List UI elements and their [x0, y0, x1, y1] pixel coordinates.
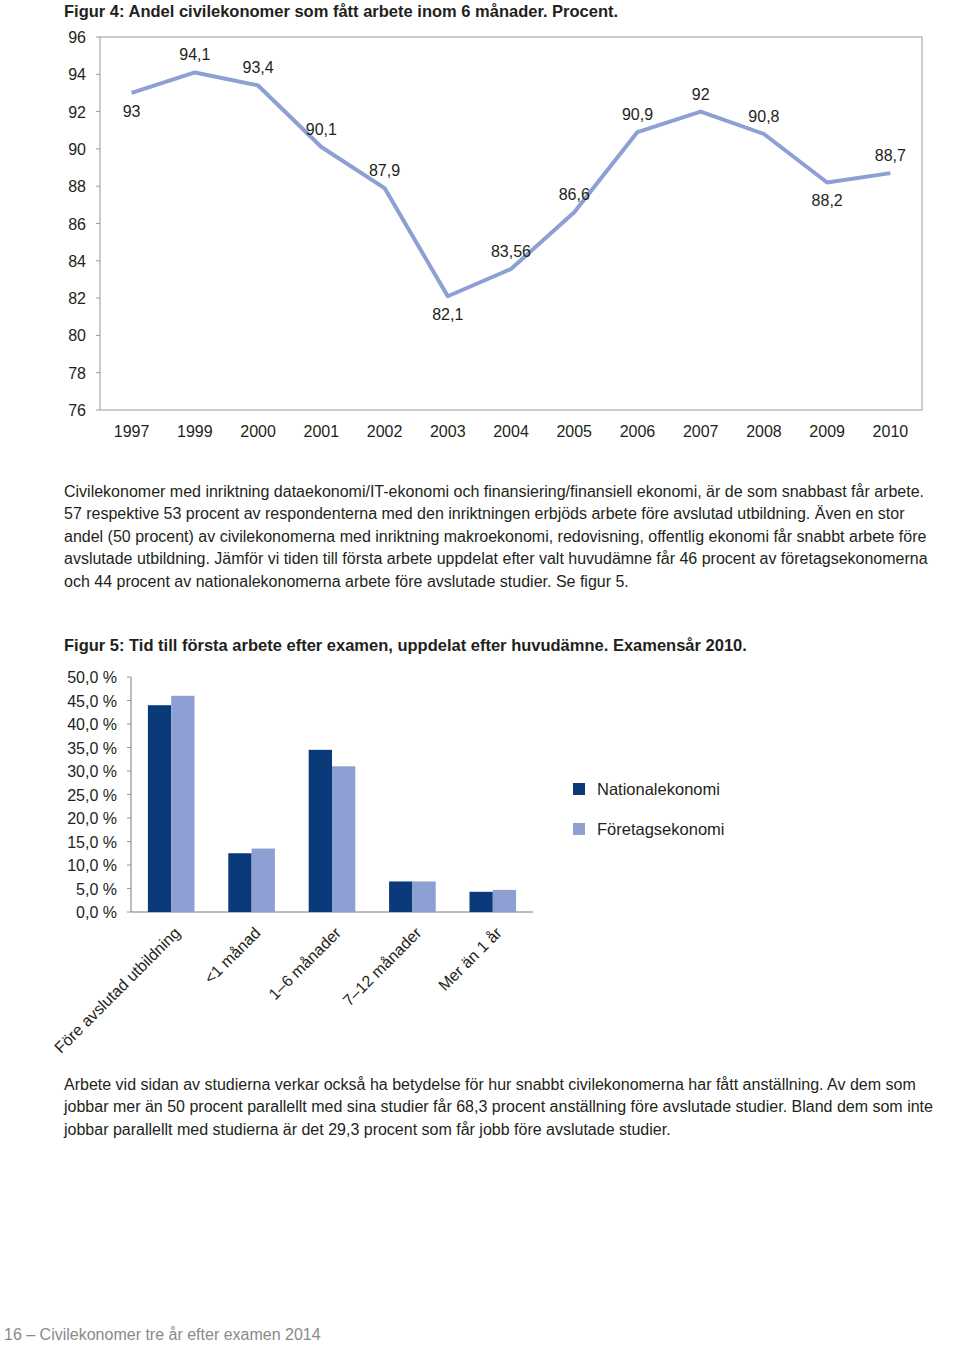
- y-tick: [96, 410, 100, 411]
- y-tick-label: 90: [68, 141, 86, 158]
- y-tick: [127, 818, 131, 819]
- y-tick: [96, 260, 100, 261]
- x-tick-label: 7–12 månader: [340, 924, 425, 1009]
- data-label: 83,56: [491, 243, 531, 260]
- y-tick-label: 5,0 %: [76, 881, 117, 898]
- x-tick-label: 2001: [304, 423, 340, 440]
- x-tick-label: 2005: [556, 423, 592, 440]
- plot-frame: [100, 37, 922, 410]
- y-tick: [127, 724, 131, 725]
- x-tick-label: 1997: [114, 423, 150, 440]
- line: [132, 72, 891, 296]
- data-label: 88,7: [875, 147, 906, 164]
- data-label: 90,9: [622, 106, 653, 123]
- bar: [412, 881, 435, 912]
- legend-swatch: [573, 823, 585, 835]
- y-tick: [127, 865, 131, 866]
- y-tick-label: 45,0 %: [67, 693, 117, 710]
- legend-label: Företagsekonomi: [597, 820, 724, 838]
- marks: [148, 696, 516, 912]
- y-tick-label: 84: [68, 253, 86, 270]
- y-tick-label: 35,0 %: [67, 740, 117, 757]
- legend-swatch: [573, 783, 585, 795]
- y-tick: [96, 111, 100, 112]
- x-tick-label: 2002: [367, 423, 403, 440]
- data-label: 93: [123, 103, 141, 120]
- y-tick: [127, 677, 131, 678]
- x-tick-label: 2009: [809, 423, 845, 440]
- bar: [252, 849, 275, 912]
- x-tick-label: 2004: [493, 423, 529, 440]
- y-tick: [96, 372, 100, 373]
- x-tick-label: Mer än 1 år: [435, 924, 505, 994]
- y-tick-label: 94: [68, 66, 86, 83]
- x-tick-label: 2007: [683, 423, 719, 440]
- bar: [493, 890, 516, 912]
- data-label: 82,1: [432, 306, 463, 323]
- y-tick: [127, 747, 131, 748]
- y-tick-label: 96: [68, 29, 86, 46]
- bar: [332, 766, 355, 912]
- y-tick-label: 86: [68, 216, 86, 233]
- y-tick-label: 25,0 %: [67, 787, 117, 804]
- bar: [148, 705, 171, 912]
- bar: [389, 881, 412, 912]
- data-label: 93,4: [243, 59, 274, 76]
- data-label: 87,9: [369, 162, 400, 179]
- y-tick: [96, 186, 100, 187]
- data-label: 86,6: [559, 186, 590, 203]
- bar: [469, 892, 492, 912]
- x-tick-label: 2006: [620, 423, 656, 440]
- x-tick-label: <1 månad: [201, 924, 264, 987]
- page-footer: 16 – Civilekonomer tre år efter examen 2…: [4, 1326, 321, 1344]
- y-tick-label: 82: [68, 290, 86, 307]
- y-tick: [127, 888, 131, 889]
- y-tick-label: 20,0 %: [67, 810, 117, 827]
- y-tick-label: 0,0 %: [76, 904, 117, 921]
- x-tick-label: 2003: [430, 423, 466, 440]
- data-label: 90,8: [748, 108, 779, 125]
- y-tick: [96, 37, 100, 38]
- y-tick: [96, 223, 100, 224]
- y-tick-label: 15,0 %: [67, 834, 117, 851]
- y-tick: [127, 700, 131, 701]
- data-label: 92: [692, 86, 710, 103]
- x-tick-label: 2010: [873, 423, 909, 440]
- y-tick-label: 10,0 %: [67, 857, 117, 874]
- y-tick: [127, 771, 131, 772]
- y-tick: [96, 335, 100, 336]
- paragraph: Arbete vid sidan av studierna verkar ock…: [64, 1074, 936, 1141]
- y-tick-label: 40,0 %: [67, 716, 117, 733]
- data-label: 88,2: [812, 192, 843, 209]
- paragraph: Civilekonomer med inriktning dataekonomi…: [64, 481, 936, 593]
- y-tick: [96, 298, 100, 299]
- y-tick-label: 76: [68, 402, 86, 419]
- legend-label: Nationalekonomi: [597, 780, 720, 798]
- y-tick: [96, 148, 100, 149]
- x-tick-label: 2000: [240, 423, 276, 440]
- chart: 76 78 80 82 84 86 88 90 92 94 96 1997 1999 2000 2001 20…: [0, 0, 960, 460]
- y-tick-label: 88: [68, 178, 86, 195]
- bar: [309, 750, 332, 912]
- x-tick-label: 1–6 månader: [265, 924, 344, 1003]
- y-tick: [127, 912, 131, 913]
- y-tick-label: 92: [68, 104, 86, 121]
- y-tick: [127, 841, 131, 842]
- data-label: 90,1: [306, 121, 337, 138]
- x-tick-label: Före avslutad utbildning: [51, 924, 183, 1056]
- bar: [171, 696, 194, 912]
- y-tick-label: 50,0 %: [67, 669, 117, 686]
- y-tick: [127, 794, 131, 795]
- data-label: 94,1: [179, 46, 210, 63]
- marks: [132, 72, 891, 296]
- y-tick: [96, 74, 100, 75]
- x-tick-label: 1999: [177, 423, 213, 440]
- bar: [228, 853, 251, 912]
- chart-title: Figur 5: Tid till första arbete efter ex…: [64, 636, 747, 655]
- chart-title: Figur 4: Andel civilekonomer som fått ar…: [64, 2, 618, 21]
- y-tick-label: 30,0 %: [67, 763, 117, 780]
- y-tick-label: 78: [68, 365, 86, 382]
- x-tick-label: 2008: [746, 423, 782, 440]
- y-tick-label: 80: [68, 327, 86, 344]
